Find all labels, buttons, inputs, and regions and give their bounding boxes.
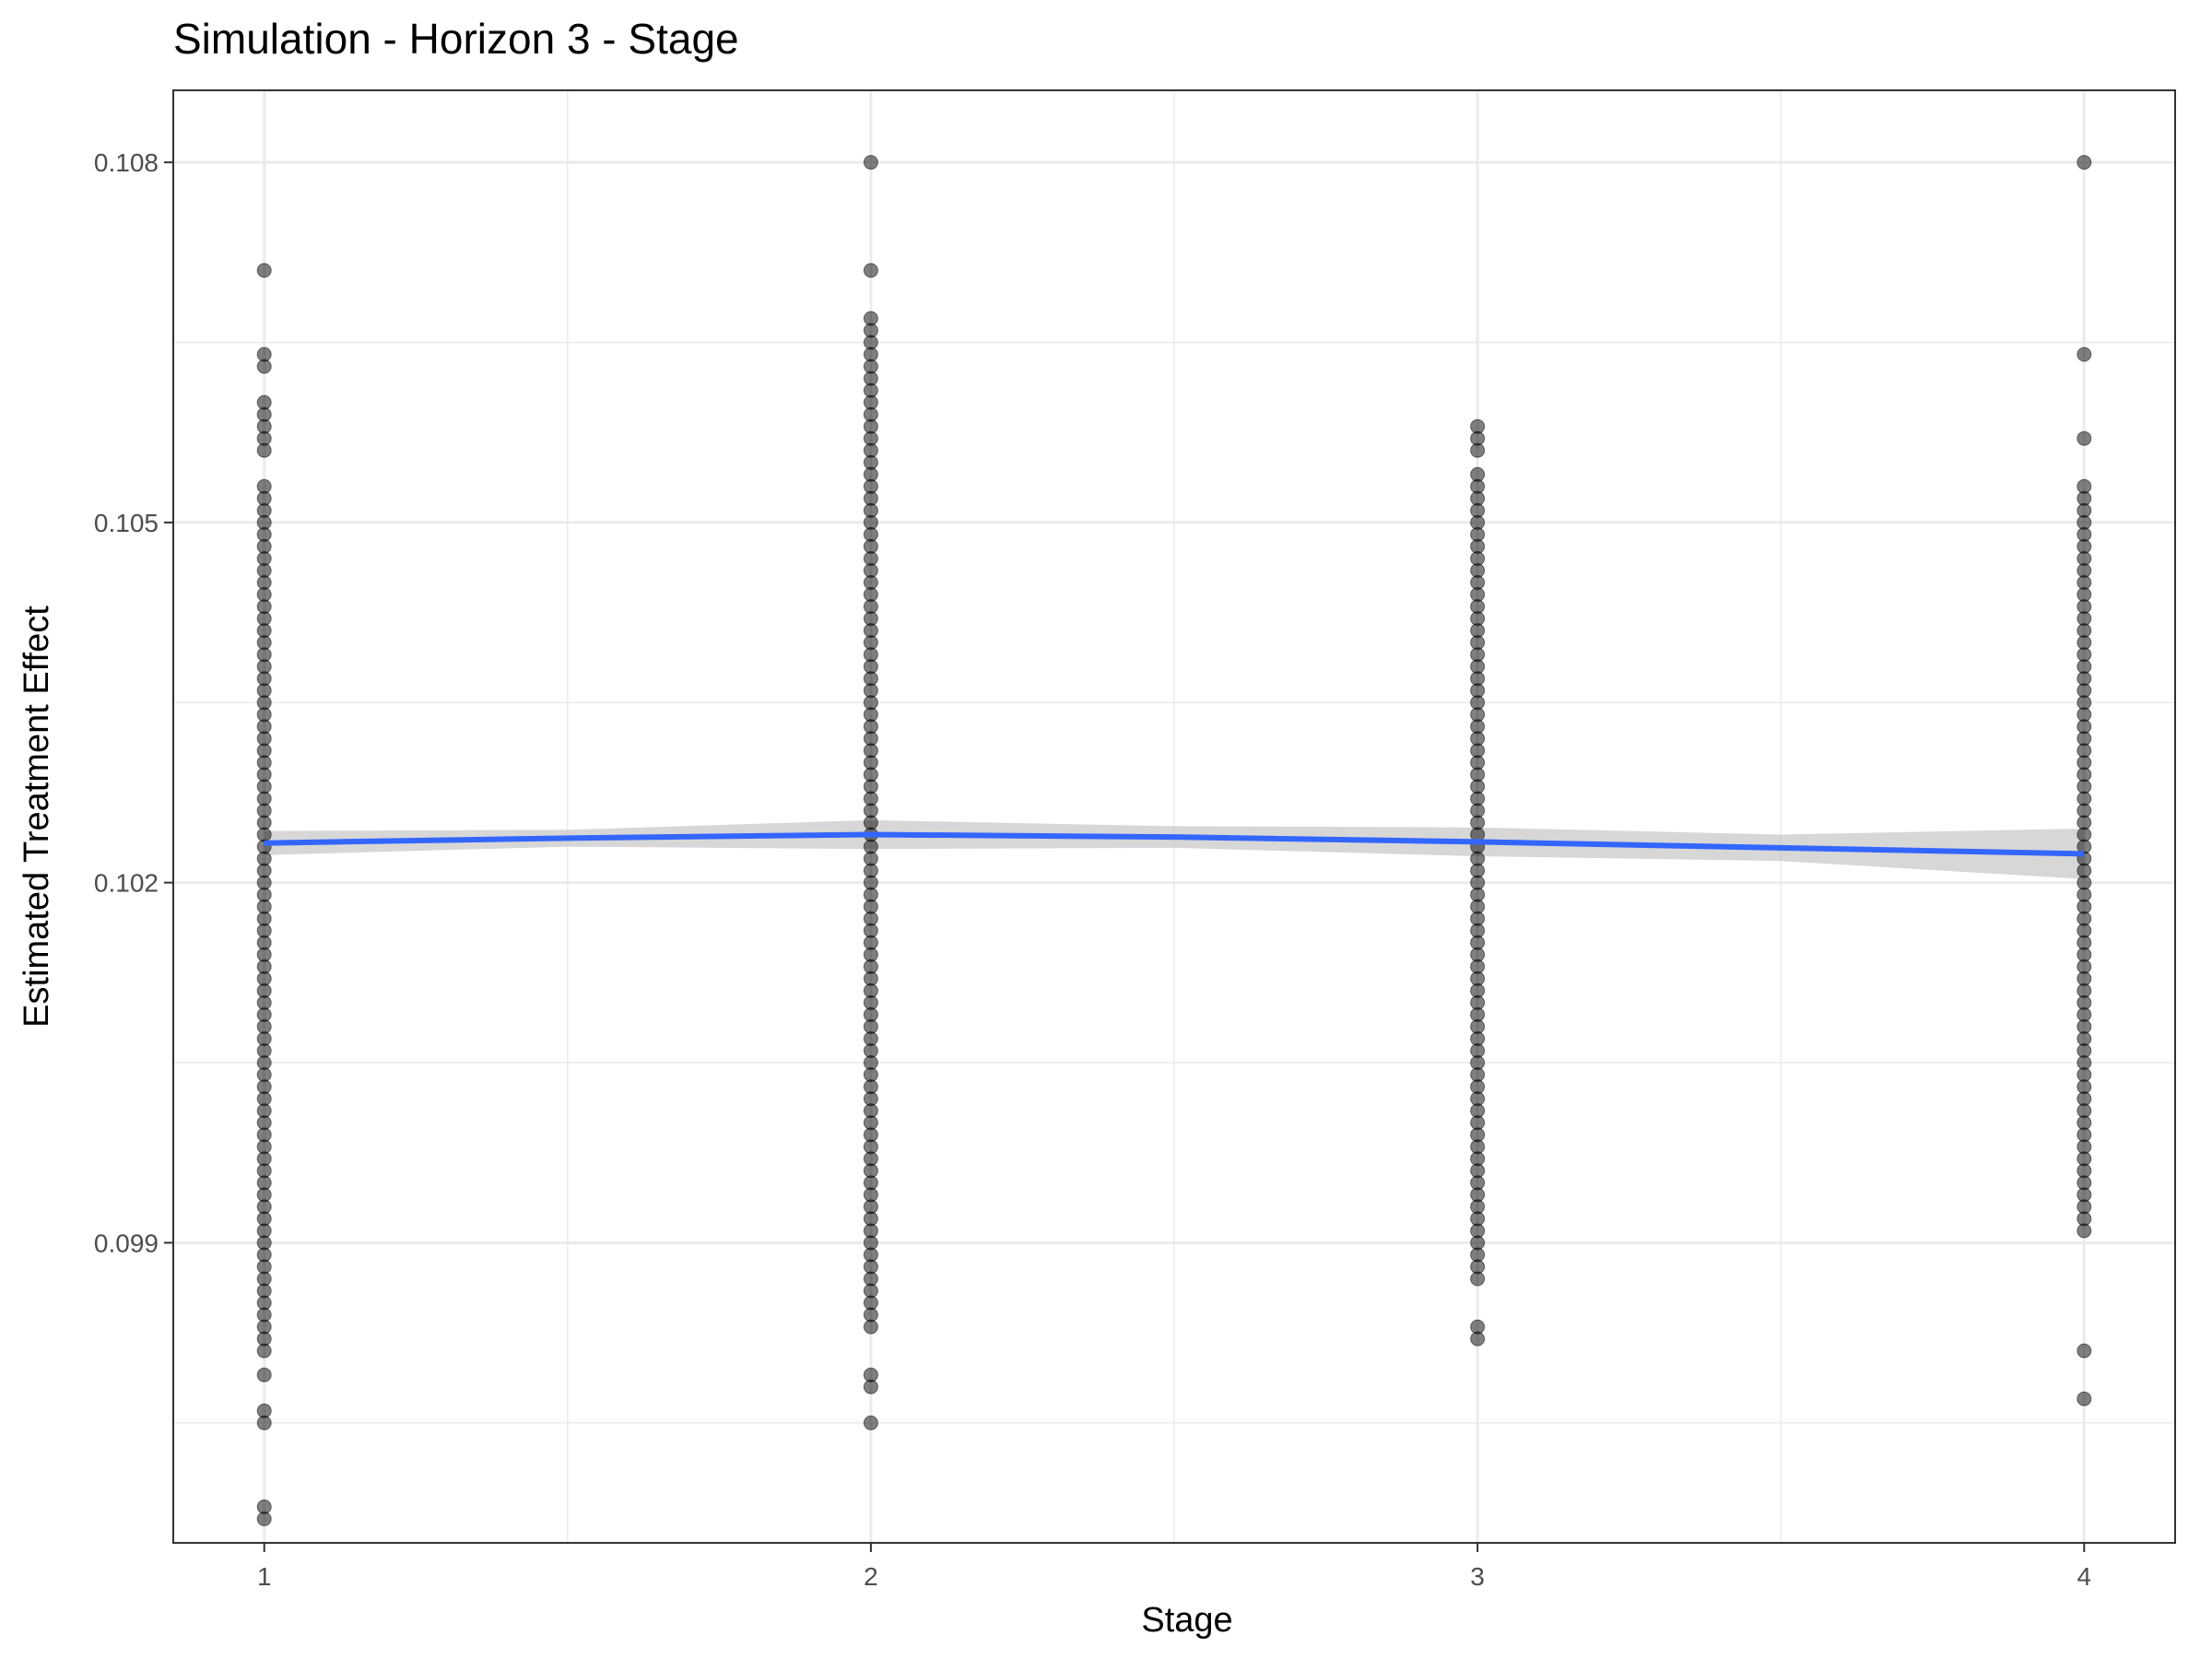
data-point	[256, 1512, 272, 1526]
y-tick-label: 0.102	[94, 869, 159, 898]
data-point	[863, 263, 878, 278]
data-point	[1470, 1271, 1486, 1287]
chart-title: Simulation - Horizon 3 - Stage	[173, 15, 739, 63]
data-point	[863, 155, 878, 171]
y-tick-label: 0.108	[94, 148, 159, 177]
x-axis-label: Stage	[1141, 1601, 1232, 1640]
data-point	[256, 359, 272, 374]
data-point	[256, 263, 272, 278]
data-point	[1470, 442, 1486, 458]
data-point	[256, 1367, 272, 1382]
data-point	[2077, 1391, 2092, 1406]
data-point	[2077, 430, 2092, 446]
smooth-line	[264, 831, 2085, 857]
data-point	[256, 442, 272, 458]
y-axis-ticks: 0.099 0.102 0.105 0.108	[94, 148, 173, 1257]
data-point	[863, 1415, 878, 1430]
data-point	[256, 1415, 272, 1430]
y-tick-label: 0.099	[94, 1229, 159, 1257]
x-tick-label: 1	[257, 1562, 272, 1591]
data-point	[863, 1319, 878, 1335]
data-point	[2077, 1223, 2092, 1239]
grid-minor	[173, 90, 2175, 1543]
x-tick-label: 4	[2077, 1562, 2091, 1591]
y-tick-label: 0.105	[94, 509, 159, 537]
x-axis-ticks: 1 2 3 4	[257, 1543, 2091, 1591]
data-point	[2077, 155, 2092, 171]
data-point	[2077, 347, 2092, 362]
smooth-line-layer	[264, 831, 2085, 857]
data-point	[256, 1343, 272, 1359]
x-tick-label: 3	[1470, 1562, 1485, 1591]
grid-major	[173, 90, 2175, 1543]
y-axis-label: Estimated Treatment Effect	[18, 606, 56, 1028]
points-layer	[256, 155, 2092, 1526]
data-point	[1470, 1331, 1486, 1347]
data-point	[2077, 1343, 2092, 1359]
panel-border	[172, 89, 2176, 1544]
data-point	[863, 1379, 878, 1394]
x-tick-label: 2	[864, 1562, 878, 1591]
